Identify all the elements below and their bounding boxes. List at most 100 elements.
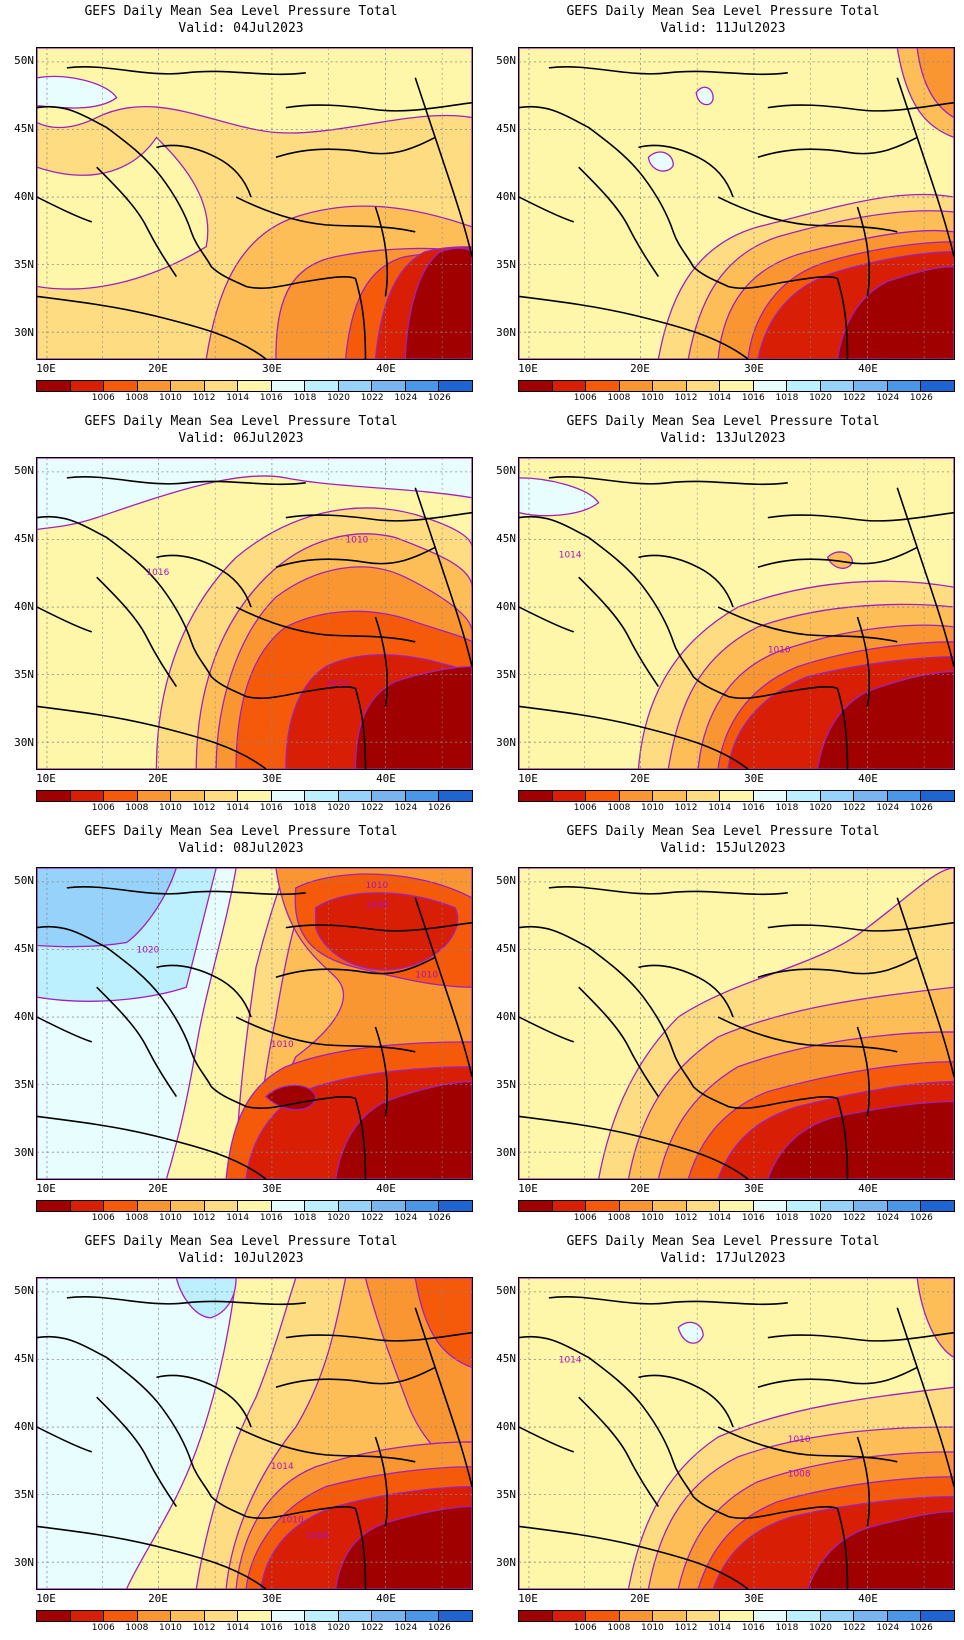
coastline bbox=[578, 1396, 660, 1507]
coastline bbox=[285, 921, 472, 932]
lat-label: 50N bbox=[14, 54, 34, 67]
coastline bbox=[156, 144, 252, 198]
coastline bbox=[37, 1335, 212, 1497]
colorbar-swatch bbox=[921, 791, 954, 801]
colorbar-label: 1018 bbox=[775, 1623, 799, 1633]
coastline bbox=[519, 606, 575, 633]
pressure-band bbox=[767, 1100, 954, 1179]
colorbar-label: 1024 bbox=[876, 393, 900, 403]
lon-label: 40E bbox=[376, 772, 396, 785]
colorbar-swatch bbox=[753, 791, 788, 801]
lon-label: 20E bbox=[148, 1182, 168, 1195]
colorbar-label: 1006 bbox=[573, 393, 597, 403]
map-panel: GEFS Daily Mean Sea Level Pressure Total… bbox=[482, 1230, 964, 1640]
coastline bbox=[856, 616, 871, 707]
lat-label: 50N bbox=[496, 54, 516, 67]
colorbar-swatch bbox=[686, 1611, 721, 1621]
coastline bbox=[210, 676, 356, 699]
colorbar-swatch bbox=[238, 1611, 272, 1621]
colorbar bbox=[36, 1200, 473, 1212]
lon-label: 40E bbox=[376, 1182, 396, 1195]
colorbar-label: 1012 bbox=[674, 1623, 698, 1633]
colorbar-label: 1016 bbox=[741, 1623, 765, 1633]
colorbar-swatch bbox=[238, 791, 272, 801]
colorbar-swatch bbox=[372, 381, 406, 391]
colorbar-swatch bbox=[552, 1201, 587, 1211]
colorbar-label: 1020 bbox=[809, 1213, 832, 1223]
pressure-band bbox=[175, 1278, 237, 1319]
panel-title: GEFS Daily Mean Sea Level Pressure Total bbox=[566, 4, 880, 19]
lon-label: 20E bbox=[630, 772, 650, 785]
coastline bbox=[578, 576, 660, 687]
pressure-band bbox=[334, 1505, 472, 1589]
colorbar-swatch bbox=[271, 381, 306, 391]
coastline bbox=[767, 101, 954, 112]
lon-label: 20E bbox=[630, 1182, 650, 1195]
colorbar-swatch bbox=[653, 1201, 687, 1211]
colorbar-swatch bbox=[921, 381, 954, 391]
lon-label: 20E bbox=[630, 362, 650, 375]
pressure-map bbox=[518, 867, 955, 1180]
lat-label: 40N bbox=[496, 600, 516, 613]
pressure-band bbox=[414, 1278, 472, 1369]
pressure-band bbox=[816, 670, 954, 769]
lon-label: 30E bbox=[262, 362, 282, 375]
colorbar-swatch bbox=[271, 1611, 306, 1621]
coastline bbox=[548, 1296, 788, 1306]
panel-valid-date: Valid: 10Jul2023 bbox=[178, 1251, 304, 1266]
map-canvas bbox=[519, 868, 954, 1179]
colorbar-swatch bbox=[854, 791, 888, 801]
coastline bbox=[354, 688, 367, 769]
coastline bbox=[638, 1374, 734, 1428]
lat-label: 40N bbox=[14, 190, 34, 203]
colorbar-swatch bbox=[405, 791, 440, 801]
colorbar-label: 1008 bbox=[607, 803, 631, 813]
lon-label: 20E bbox=[630, 1592, 650, 1605]
coastline bbox=[354, 1098, 367, 1179]
map-panel: GEFS Daily Mean Sea Level Pressure Total… bbox=[0, 0, 482, 410]
pressure-band bbox=[37, 136, 209, 290]
lon-label: 30E bbox=[262, 772, 282, 785]
coastline bbox=[578, 986, 660, 1097]
lon-label: 40E bbox=[858, 1182, 878, 1195]
colorbar-swatch bbox=[720, 1611, 754, 1621]
colorbar-label: 1026 bbox=[909, 803, 933, 813]
coastline bbox=[275, 546, 436, 569]
lat-label: 35N bbox=[496, 258, 516, 271]
colorbar-label: 1008 bbox=[125, 393, 149, 403]
coastline bbox=[548, 886, 788, 896]
colorbar-label: 1024 bbox=[394, 1623, 418, 1633]
colorbar-label: 1022 bbox=[360, 1213, 384, 1223]
colorbar-label: 1010 bbox=[641, 1213, 664, 1223]
coastline bbox=[836, 1098, 849, 1179]
lat-label: 35N bbox=[14, 258, 34, 271]
colorbar-swatch bbox=[104, 1201, 138, 1211]
coastline bbox=[767, 511, 954, 522]
pressure-map: 1014 1010 1008 bbox=[36, 1277, 473, 1590]
contour-label: 1010 bbox=[365, 881, 388, 891]
map-canvas bbox=[519, 48, 954, 359]
coastline bbox=[896, 77, 954, 257]
colorbar-swatch bbox=[137, 791, 172, 801]
colorbar-swatch bbox=[204, 1611, 239, 1621]
colorbar-swatch bbox=[720, 791, 754, 801]
coastline bbox=[37, 606, 93, 633]
lat-label: 50N bbox=[496, 874, 516, 887]
lat-label: 40N bbox=[14, 600, 34, 613]
colorbar-swatch bbox=[887, 381, 922, 391]
colorbar-label: 1006 bbox=[91, 1623, 115, 1633]
coastline bbox=[37, 1525, 267, 1589]
coastline bbox=[37, 105, 212, 267]
lon-label: 20E bbox=[148, 772, 168, 785]
pressure-map: 1014 1010 bbox=[518, 457, 955, 770]
coastline bbox=[285, 1331, 472, 1342]
lon-label: 20E bbox=[148, 362, 168, 375]
coastline bbox=[66, 476, 306, 486]
coastline bbox=[414, 77, 472, 257]
coastline bbox=[578, 166, 660, 277]
lat-label: 50N bbox=[14, 464, 34, 477]
panel-title: GEFS Daily Mean Sea Level Pressure Total bbox=[566, 824, 880, 839]
coastline bbox=[374, 1436, 389, 1527]
coastline bbox=[156, 964, 252, 1018]
colorbar-label: 1006 bbox=[91, 393, 115, 403]
